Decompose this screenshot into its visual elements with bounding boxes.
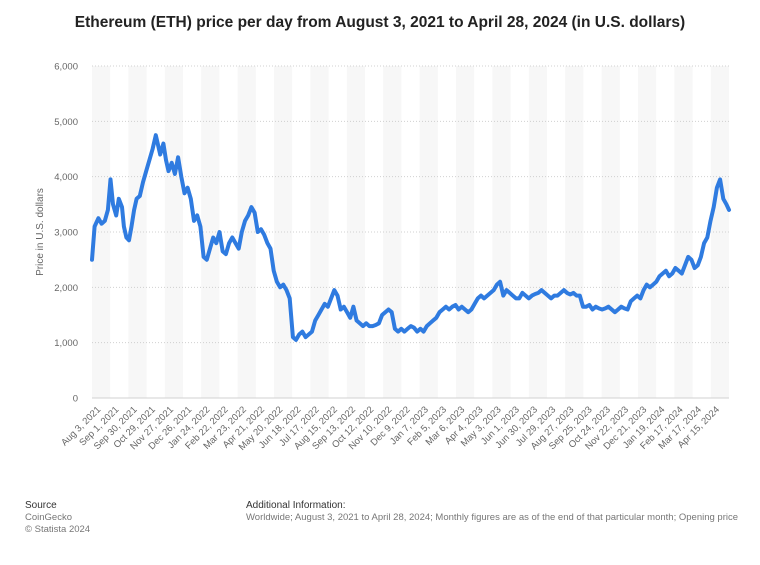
additional-info-block: Additional Information: Worldwide; Augus… (246, 500, 738, 524)
y-tick-label: 6,000 (54, 62, 78, 73)
chart-band (310, 66, 329, 398)
y-tick-label: 3,000 (54, 228, 78, 239)
chart-band (201, 66, 220, 398)
info-text: Worldwide; August 3, 2021 to April 28, 2… (246, 512, 739, 523)
source-heading: Source (25, 500, 57, 511)
y-tick-label: 1,000 (54, 338, 78, 349)
source-name[interactable]: CoinGecko (25, 512, 72, 523)
chart-band (565, 66, 584, 398)
y-tick-label: 0 (73, 394, 78, 405)
chart-band (274, 66, 293, 398)
chart-band (492, 66, 511, 398)
series-line-eth-price (90, 133, 731, 342)
chart-band (601, 66, 620, 398)
chart-gridlines (92, 65, 729, 399)
chart-band (237, 66, 256, 398)
y-tick-label: 2,000 (54, 283, 78, 294)
y-axis-ticks: 0 1,000 2,000 3,000 4,000 5,000 6,000 (54, 62, 78, 405)
chart-title: Ethereum (ETH) price per day from August… (74, 14, 686, 31)
y-tick-label: 4,000 (54, 172, 78, 183)
info-heading: Additional Information: (246, 500, 346, 511)
chart-band (528, 66, 547, 398)
chart-band (456, 66, 475, 398)
y-axis-title: Price in U.S. dollars (35, 188, 46, 276)
copyright: © Statista 2024 (25, 524, 91, 535)
y-tick-label: 5,000 (54, 117, 78, 128)
source-block: Source CoinGecko © Statista 2024 (25, 500, 90, 536)
